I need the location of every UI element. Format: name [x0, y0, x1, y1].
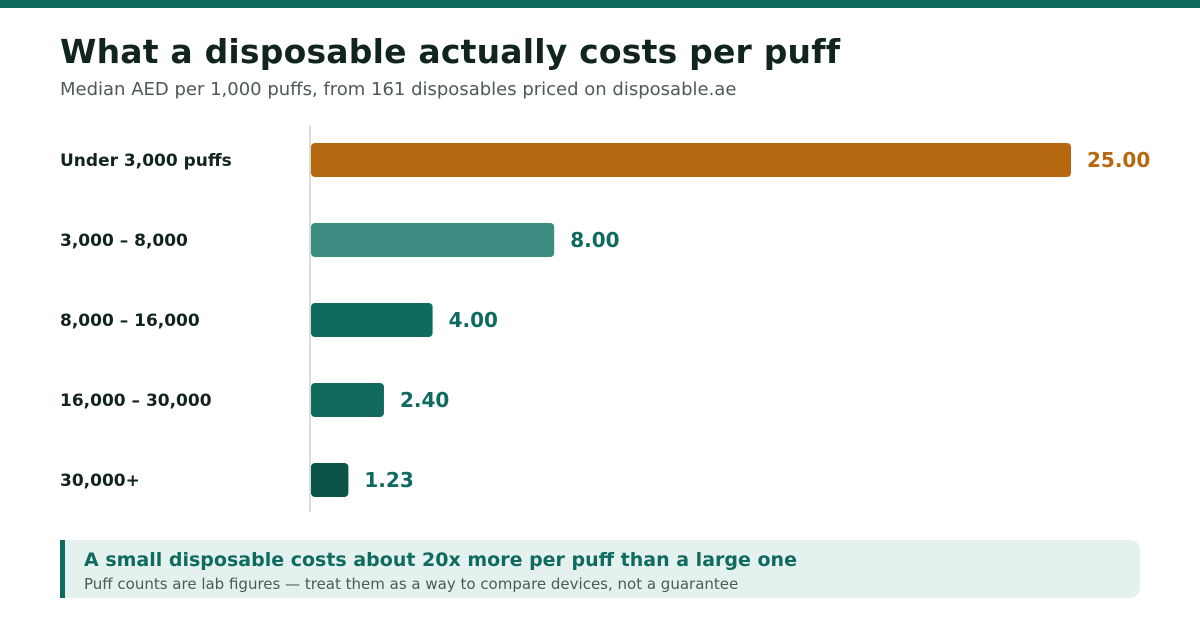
- top-accent-bar: [0, 0, 1200, 8]
- value-label: 25.00: [1087, 148, 1150, 172]
- takeaway-callout: A small disposable costs about 20x more …: [60, 540, 1140, 598]
- category-label: 8,000 – 16,000: [60, 311, 200, 331]
- bar: [311, 463, 349, 497]
- category-label: 3,000 – 8,000: [60, 231, 188, 251]
- page-subtitle: Median AED per 1,000 puffs, from 161 dis…: [60, 79, 737, 100]
- value-label: 4.00: [449, 308, 498, 332]
- page-title: What a disposable actually costs per puf…: [60, 32, 841, 71]
- bar: [311, 303, 433, 337]
- bars-layer: Under 3,000 puffs 25.00 3,000 – 8,000 8.00 8…: [60, 126, 1150, 512]
- callout-subtitle: Puff counts are lab figures — treat them…: [84, 575, 739, 593]
- category-label: Under 3,000 puffs: [60, 151, 232, 171]
- value-label: 2.40: [400, 388, 449, 412]
- category-label: 16,000 – 30,000: [60, 391, 212, 411]
- value-label: 8.00: [570, 228, 619, 252]
- bar: [311, 223, 555, 257]
- value-label: 1.23: [364, 468, 413, 492]
- callout-title: A small disposable costs about 20x more …: [84, 549, 797, 571]
- bar: [311, 143, 1071, 177]
- category-label: 30,000+: [60, 471, 140, 491]
- bar: [311, 383, 384, 417]
